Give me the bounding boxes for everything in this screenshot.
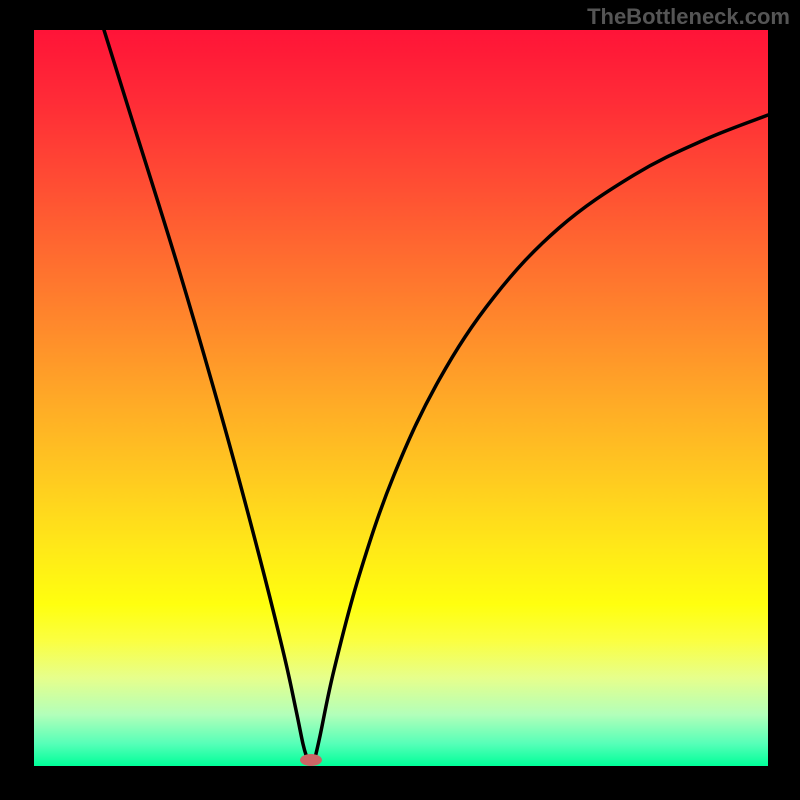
- watermark-text: TheBottleneck.com: [587, 4, 790, 30]
- bottleneck-curve: [34, 30, 768, 766]
- chart-plot-area: [34, 30, 768, 766]
- optimal-point-marker: [300, 754, 322, 766]
